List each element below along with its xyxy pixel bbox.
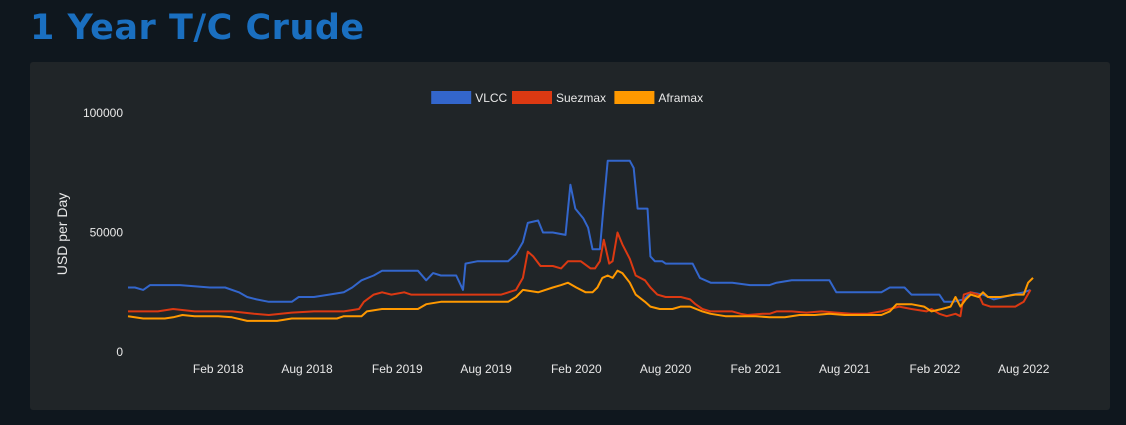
legend-swatch <box>512 91 552 104</box>
x-tick-label: Aug 2022 <box>998 362 1050 376</box>
x-tick-label: Feb 2019 <box>372 362 423 376</box>
legend-item-suezmax[interactable]: Suezmax <box>512 91 606 105</box>
x-tick-label: Aug 2020 <box>640 362 692 376</box>
y-tick-label: 100000 <box>83 106 123 120</box>
x-tick-label: Feb 2018 <box>193 362 244 376</box>
chart-panel: VLCC Suezmax Aframax 0 50000 100000 Feb 2018… <box>30 62 1110 410</box>
y-tick-label: 50000 <box>90 226 124 240</box>
x-axis: Feb 2018 Aug 2018 Feb 2019 Aug 2019 Feb 2020… <box>193 362 1050 376</box>
legend-swatch <box>431 91 472 104</box>
plot-area <box>127 159 1034 322</box>
line-chart: VLCC Suezmax Aframax 0 50000 100000 Feb 2018… <box>54 91 1050 376</box>
legend-label: Aframax <box>658 91 703 105</box>
chart-legend: VLCC Suezmax Aframax <box>431 91 703 105</box>
x-tick-label: Aug 2019 <box>460 362 512 376</box>
series-line-suezmax <box>128 231 1032 318</box>
x-tick-label: Feb 2022 <box>910 362 961 376</box>
x-tick-label: Feb 2021 <box>730 362 781 376</box>
legend-item-vlcc[interactable]: VLCC <box>431 91 508 105</box>
legend-label: VLCC <box>475 91 507 105</box>
x-tick-label: Aug 2018 <box>281 362 333 376</box>
series-line-aframax <box>127 269 1034 322</box>
y-axis-label: USD per Day <box>54 193 70 275</box>
x-tick-label: Feb 2020 <box>551 362 602 376</box>
series-line-vlcc <box>128 159 1031 303</box>
x-tick-label: Aug 2021 <box>819 362 871 376</box>
legend-swatch <box>614 91 655 104</box>
legend-label: Suezmax <box>556 91 606 105</box>
y-axis: 0 50000 100000 <box>83 106 123 359</box>
page-title: 1 Year T/C Crude <box>30 8 365 48</box>
y-tick-label: 0 <box>116 345 123 359</box>
legend-item-aframax[interactable]: Aframax <box>614 91 703 105</box>
